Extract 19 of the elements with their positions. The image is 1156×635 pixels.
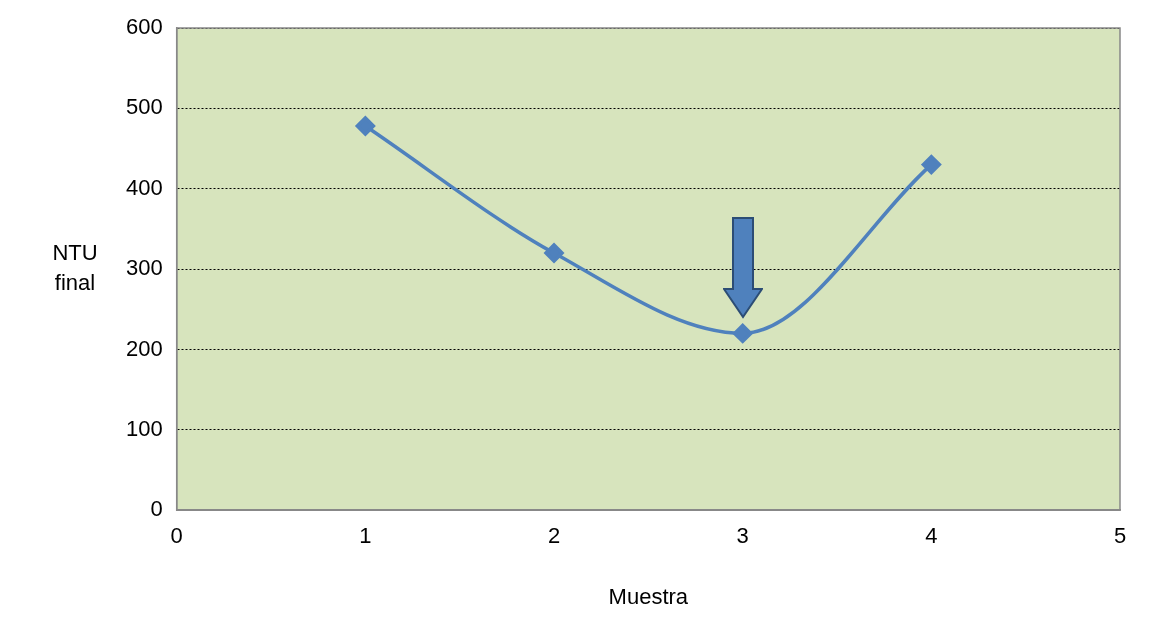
y-tick-label: 500 — [125, 94, 163, 120]
point — [355, 116, 376, 136]
x-tick-label: 2 — [547, 523, 561, 549]
y-tick-label: 200 — [125, 335, 163, 361]
x-tick-label: 5 — [1113, 523, 1127, 549]
y-tick-label: 0 — [150, 496, 163, 522]
y-tick-label: 300 — [125, 255, 163, 281]
y-tick-label: 100 — [125, 415, 163, 441]
x-tick-label: 0 — [170, 523, 183, 549]
x-axis-title: Muestra — [608, 583, 689, 609]
point — [921, 154, 942, 175]
point — [732, 323, 753, 344]
x-tick-label: 4 — [925, 523, 938, 549]
y-axis-title: NTU final — [52, 240, 98, 296]
point — [544, 243, 564, 263]
x-tick-label: 3 — [736, 523, 749, 549]
y-tick-label: 600 — [125, 14, 163, 40]
y-tick-label: 400 — [125, 174, 163, 200]
x-tick-label: 1 — [359, 523, 372, 549]
